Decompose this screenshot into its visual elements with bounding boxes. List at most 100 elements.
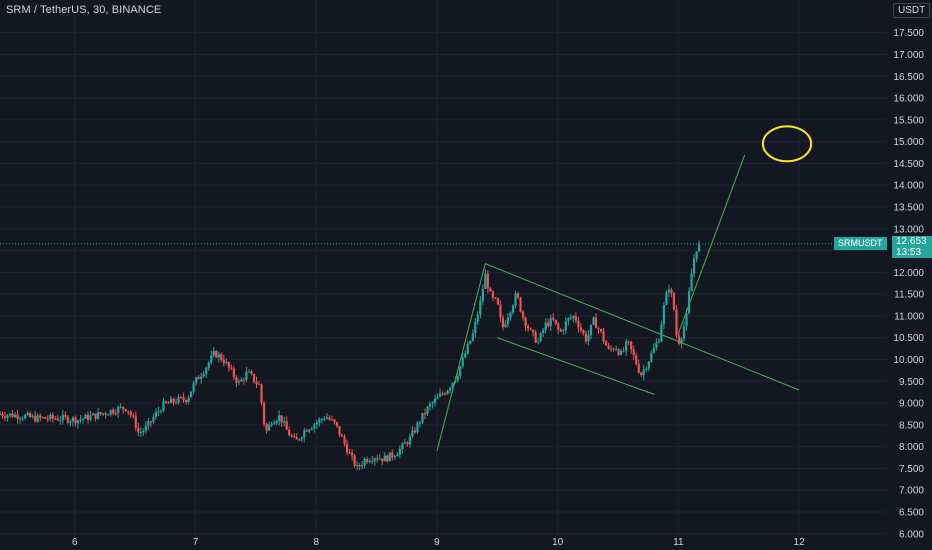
- time-tick-label: 11: [673, 537, 684, 548]
- candle-body: [179, 397, 183, 399]
- candle-body: [471, 333, 474, 341]
- price-tick-label: 11.000: [894, 311, 924, 322]
- candle-body: [330, 419, 334, 421]
- candle-body: [675, 309, 678, 336]
- candle-body: [413, 430, 417, 433]
- candle-body: [102, 413, 105, 415]
- candle-body: [567, 318, 570, 322]
- candle-body: [260, 384, 263, 403]
- price-axis[interactable]: 6.000 6.500 7.000 7.500 8.000 8.500 9.000 9.500…: [893, 28, 924, 540]
- candle-body: [210, 355, 213, 363]
- candle-body: [511, 305, 515, 313]
- candle-body: [547, 322, 550, 327]
- candle-body: [44, 417, 47, 419]
- candle-body: [446, 390, 449, 395]
- candle-body: [386, 455, 389, 462]
- candle-body: [481, 288, 484, 301]
- candle-body: [76, 420, 80, 424]
- candle-body: [698, 243, 701, 252]
- candle-body: [615, 349, 618, 351]
- candle-body: [692, 259, 696, 274]
- candle-body: [537, 341, 540, 343]
- candle-body: [574, 316, 577, 321]
- candle-body: [169, 398, 173, 404]
- price-tick-label: 16.500: [893, 72, 924, 83]
- symbol-title[interactable]: SRM / TetherUS, 30, BINANCE: [6, 4, 162, 16]
- candle-body: [521, 311, 525, 318]
- candle-body: [660, 324, 663, 342]
- candle-body: [391, 452, 394, 458]
- currency-button[interactable]: USDT: [893, 3, 931, 18]
- candle-body: [589, 324, 593, 335]
- candle-body: [612, 348, 615, 350]
- candle-body: [212, 351, 215, 356]
- candle-body: [154, 412, 158, 418]
- candle-body: [315, 422, 318, 425]
- candle-body: [162, 401, 165, 412]
- candle-body: [318, 419, 321, 423]
- candle-body: [200, 376, 203, 380]
- candle-body: [484, 273, 487, 289]
- candle-body: [240, 379, 243, 382]
- candle-body: [81, 418, 85, 420]
- candle-body: [74, 417, 77, 424]
- candle-body: [56, 418, 59, 421]
- candle-body: [147, 421, 150, 426]
- candle-body: [476, 314, 479, 322]
- candle-body: [283, 421, 286, 423]
- candle-body: [340, 434, 344, 437]
- candle-body: [24, 415, 27, 419]
- candlestick-series: [0, 240, 701, 471]
- candle-body: [625, 341, 628, 351]
- candle-body: [152, 417, 155, 422]
- candle-body: [237, 381, 241, 383]
- trendline: [436, 263, 486, 452]
- candle-body: [275, 421, 278, 424]
- price-tick-label: 10.000: [893, 355, 924, 366]
- candle-body: [376, 458, 379, 460]
- price-tick-label: 17.000: [893, 50, 924, 61]
- candle-body: [687, 291, 691, 314]
- candle-body: [114, 413, 117, 415]
- candle-body: [182, 397, 185, 400]
- candle-body: [554, 319, 557, 324]
- candle-body: [79, 419, 82, 421]
- candle-body: [132, 415, 135, 417]
- candle-body: [516, 293, 520, 298]
- candle-body: [129, 411, 132, 416]
- candle-body: [655, 342, 658, 348]
- candle-body: [293, 436, 296, 438]
- candle-body: [496, 298, 500, 305]
- candle-body: [670, 289, 673, 294]
- price-tick-label: 15.500: [893, 115, 924, 126]
- candle-body: [602, 331, 605, 342]
- candle-body: [247, 371, 251, 373]
- candle-body: [499, 304, 502, 318]
- candle-body: [491, 291, 494, 298]
- candle-body: [267, 424, 271, 431]
- candle-body: [159, 411, 163, 413]
- candle-body: [1, 414, 4, 417]
- time-axis[interactable]: 6 7 8 9 10 11 12: [72, 537, 805, 548]
- candle-body: [371, 460, 374, 462]
- candle-body: [363, 458, 366, 466]
- candle-body: [127, 410, 130, 412]
- candle-body: [361, 465, 364, 467]
- candle-body: [587, 334, 590, 342]
- price-tick-label: 6.500: [899, 508, 924, 519]
- candle-body: [381, 458, 384, 462]
- candle-body: [207, 362, 210, 368]
- candle-body: [662, 304, 665, 325]
- candle-body: [607, 345, 610, 349]
- candle-body: [117, 407, 120, 414]
- time-tick-label: 8: [313, 537, 319, 548]
- candle-body: [242, 379, 246, 381]
- candle-body: [41, 417, 44, 419]
- price-tick-label: 7.000: [899, 486, 924, 497]
- candle-body: [451, 382, 454, 388]
- candle-body: [564, 321, 567, 331]
- candle-body: [313, 424, 316, 429]
- candle-body: [572, 316, 575, 319]
- candle-body: [529, 328, 532, 330]
